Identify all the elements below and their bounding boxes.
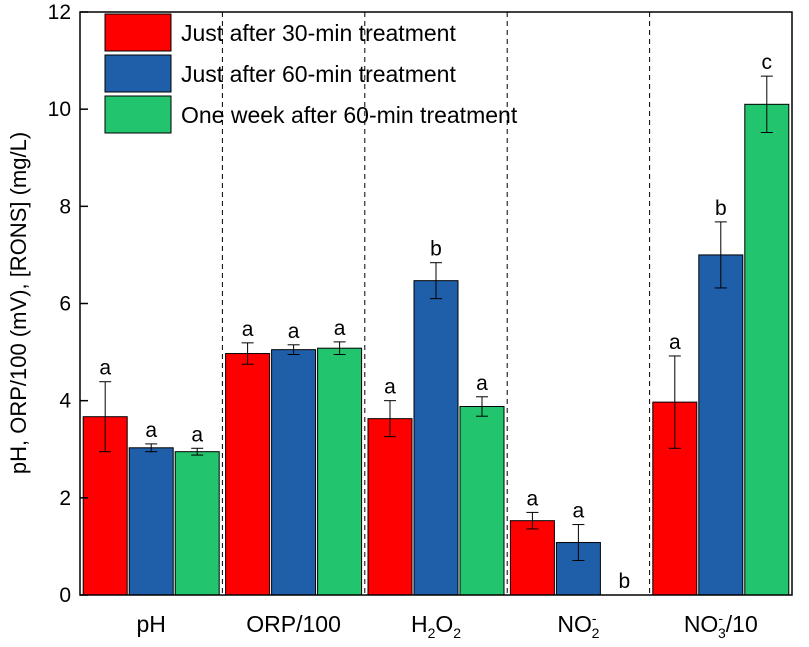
significance-label: a [384, 376, 396, 399]
group-separators [221, 12, 651, 595]
y-tick-label: 0 [59, 584, 71, 607]
y-axis-title: pH, ORP/100 (mV), [RONS] (mg/L) [6, 132, 31, 474]
y-tick-label: 8 [59, 195, 71, 218]
significance-label: b [430, 238, 442, 261]
bar-3-3 [459, 405, 505, 596]
significance-label: a [573, 500, 585, 523]
y-tick-label: 12 [48, 1, 71, 24]
bar-2-5 [698, 254, 744, 596]
bar-3-2 [317, 347, 363, 596]
legend-label: One week after 60-min treatment [181, 102, 518, 128]
x-category-label: NO-3​/10 [684, 610, 758, 641]
x-category-label: pH [136, 611, 165, 637]
x-category-label: NO-2​ [557, 610, 599, 641]
y-tick-label: 10 [48, 98, 71, 121]
significance-label: c [762, 51, 773, 74]
significance-labels-layer: a a a a a a a b a a a b a b c [99, 51, 772, 593]
bar-1-2 [225, 353, 271, 596]
x-category-labels: pH ORP/100 H2​O2​ NO-2​ NO-3​/10 [136, 610, 757, 641]
x-category-label: H2​O2​ [411, 611, 461, 641]
significance-label: b [715, 197, 727, 220]
legend-swatch [104, 13, 172, 52]
significance-label: b [619, 570, 631, 593]
y-tick-label: 6 [59, 293, 71, 316]
significance-label: a [334, 317, 346, 340]
significance-label: a [191, 423, 203, 446]
legend: Just after 30-min treatment Just after 60… [104, 13, 518, 134]
legend-swatch [104, 95, 172, 134]
legend-label: Just after 60-min treatment [181, 61, 456, 87]
bars-layer [82, 103, 790, 596]
bar-1-4 [509, 520, 555, 596]
error-bars-layer [99, 75, 773, 562]
legend-swatch [104, 54, 172, 93]
bar-3-5 [744, 103, 790, 596]
y-tick-label: 2 [59, 487, 71, 510]
legend-label: Just after 30-min treatment [181, 20, 456, 46]
significance-label: a [242, 318, 254, 341]
significance-label: a [288, 320, 300, 343]
significance-label: a [145, 419, 157, 442]
bar-2-3 [413, 280, 459, 596]
y-ticks: 0 2 4 6 8 10 12 [48, 1, 88, 607]
significance-label: a [476, 372, 488, 395]
significance-label: a [99, 357, 111, 380]
bar-1-3 [367, 418, 413, 596]
y-tick-label: 4 [59, 390, 71, 413]
significance-label: a [527, 487, 539, 510]
x-category-label: ORP/100 [246, 611, 341, 637]
significance-label: a [669, 331, 681, 354]
bar-2-1 [128, 447, 174, 596]
bar-3-1 [174, 451, 220, 596]
bar-2-2 [271, 349, 317, 596]
